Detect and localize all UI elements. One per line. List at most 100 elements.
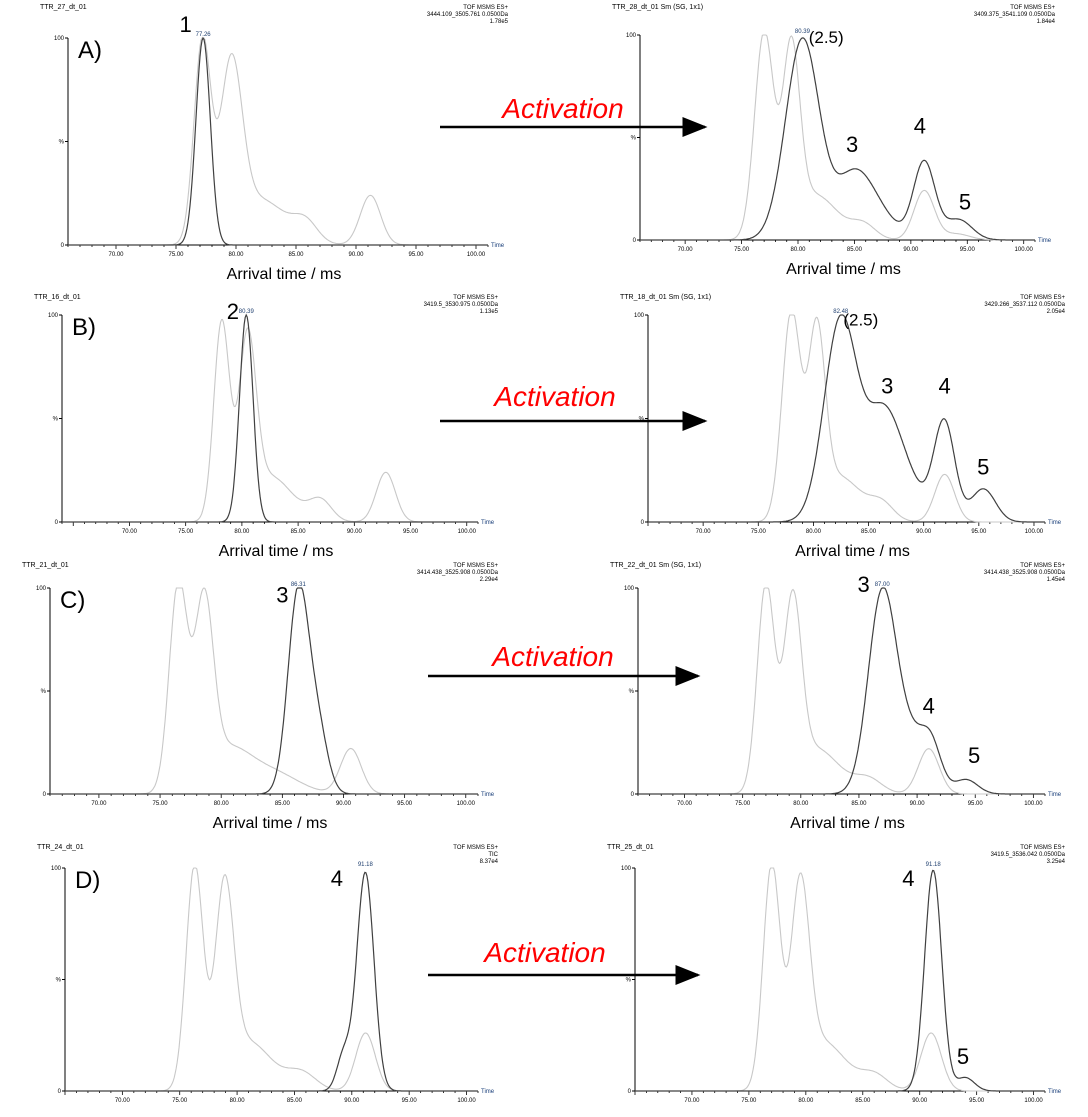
y-tick-label: % [626,978,632,984]
x-tick-label: 100.00 [1024,1098,1043,1104]
trace-dark-line [50,587,478,795]
chart-svg: TTR_21_dt_01 TOF MSMS ES+3414.438_3525.90… [22,562,499,832]
peak-value-label: 77.26 [196,32,212,38]
x-tick-label: 70.00 [678,247,694,253]
chart-svg: TTR_28_dt_01 Sm (SG, 1x1) TOF MSMS ES+340… [612,4,1056,278]
x-tick-label: 80.00 [230,1098,246,1104]
peak-value-label: 82.48 [833,309,849,315]
y-tick-label: 100 [48,313,59,319]
x-tick-label: 100.00 [467,252,486,258]
trace-light-line [638,587,1045,795]
trace-dark-line [68,36,488,246]
x-tick-label: 70.00 [108,252,124,258]
trace-light-line [65,867,478,1092]
trace-light-line [648,314,1045,523]
header-left-label: TTR_16_dt_01 [34,294,81,301]
x-tick-label: 95.00 [408,252,424,258]
header-left-label: TTR_21_dt_01 [22,562,69,569]
trace-dark-line [635,869,1045,1092]
header-right-label: TOF MSMS ES+ [1010,5,1055,11]
panel-row-label: D) [75,867,100,894]
x-tick-label: 85.00 [855,1098,871,1104]
x-tick-label: 75.00 [741,1098,757,1104]
x-tick-label: 100.00 [457,801,476,807]
y-tick-label: % [631,136,637,142]
peak-value-label: 80.39 [795,29,811,35]
x-tick-label: 90.00 [336,801,352,807]
trace-dark-line [65,871,478,1092]
header-right-label: 3414.438_3525.908 0.0500Da [417,570,499,576]
x-tick-label: 95.00 [402,1098,418,1104]
x-tick-label: 85.00 [288,252,304,258]
species-annotation: 3 [857,572,869,597]
y-tick-label: % [629,689,635,695]
x-axis-unit-label: Time [1048,792,1062,798]
species-annotation: 4 [939,374,951,399]
x-tick-label: 75.00 [751,529,767,535]
trace-light-line [62,318,478,523]
chart-svg: TTR_18_dt_01 Sm (SG, 1x1) TOF MSMS ES+342… [620,294,1066,560]
x-tick-label: 90.00 [347,529,363,535]
x-tick-label: 70.00 [122,529,138,535]
header-right-label: 3414.438_3525.908 0.0500Da [984,570,1066,576]
header-right-label: 1.84e4 [1037,19,1056,25]
species-annotation: 1 [179,12,191,37]
species-annotation: 2 [227,299,239,324]
y-tick-label: 100 [54,36,65,42]
chart-panel-B-left: TTR_16_dt_01 TOF MSMS ES+ 3419.5_3530.975 … [0,290,520,560]
x-tick-label: 85.00 [291,529,307,535]
x-tick-label: 85.00 [275,801,291,807]
peak-value-label: 80.39 [239,309,255,315]
y-tick-label: 0 [58,1089,62,1095]
chart-svg: TTR_27_dt_01 TOF MSMS ES+3444.109_3505.76… [40,4,509,283]
x-tick-label: 85.00 [851,801,867,807]
x-tick-label: 90.00 [916,529,932,535]
y-tick-label: 100 [624,586,635,592]
header-right-label: 1.45e4 [1047,577,1066,583]
header-right-label: 3409.375_3541.109 0.0500Da [974,12,1056,18]
x-tick-label: 75.00 [734,247,750,253]
y-tick-label: 0 [628,1089,632,1095]
x-axis-unit-label: Time [491,243,505,249]
x-tick-label: 95.00 [960,247,976,253]
header-right-label: 3429.266_3537.112 0.0500Da [984,302,1065,308]
species-annotation: 5 [957,1044,969,1069]
x-tick-label: 90.00 [344,1098,360,1104]
header-right-label: TOF MSMS ES+ [453,295,498,301]
chart-panel-B-right: TTR_18_dt_01 Sm (SG, 1x1) TOF MSMS ES+ 342… [600,290,1088,560]
chart-panel-C-right: TTR_22_dt_01 Sm (SG, 1x1) TOF MSMS ES+ 341… [600,558,1088,840]
header-right-label: TOF MSMS ES+ [1020,845,1065,851]
y-tick-label: 0 [61,243,65,249]
species-annotation: 5 [968,743,980,768]
y-tick-label: 100 [634,313,645,319]
y-tick-label: 100 [621,866,632,872]
y-tick-label: 0 [631,792,635,798]
x-tick-label: 95.00 [968,801,984,807]
peak-value-label: 91.18 [926,862,942,868]
y-tick-label: % [56,978,62,984]
species-annotation: 4 [331,866,343,891]
panel-row-label: A) [78,37,102,64]
trace-light-line [68,37,488,246]
y-tick-label: 100 [626,33,637,39]
peak-value-label: 86.31 [291,582,307,588]
x-axis-title: Arrival time / ms [227,266,342,283]
x-axis-unit-label: Time [1048,1089,1062,1095]
header-right-label: TOF MSMS ES+ [453,845,498,851]
x-tick-label: 100.00 [457,1098,476,1104]
x-axis-unit-label: Time [1038,238,1052,244]
x-tick-label: 80.00 [214,801,230,807]
x-tick-label: 80.00 [798,1098,814,1104]
y-tick-label: 0 [641,520,645,526]
header-left-label: TTR_18_dt_01 Sm (SG, 1x1) [620,294,711,301]
x-tick-label: 100.00 [458,529,477,535]
x-axis-title: Arrival time / ms [219,543,334,558]
x-tick-label: 70.00 [677,801,693,807]
header-right-label: 2.05e4 [1047,309,1066,315]
panel-row-label: C) [60,587,85,614]
y-tick-label: % [639,417,645,423]
header-right-label: 3.25e4 [1047,859,1066,865]
trace-dark-line [62,313,478,523]
